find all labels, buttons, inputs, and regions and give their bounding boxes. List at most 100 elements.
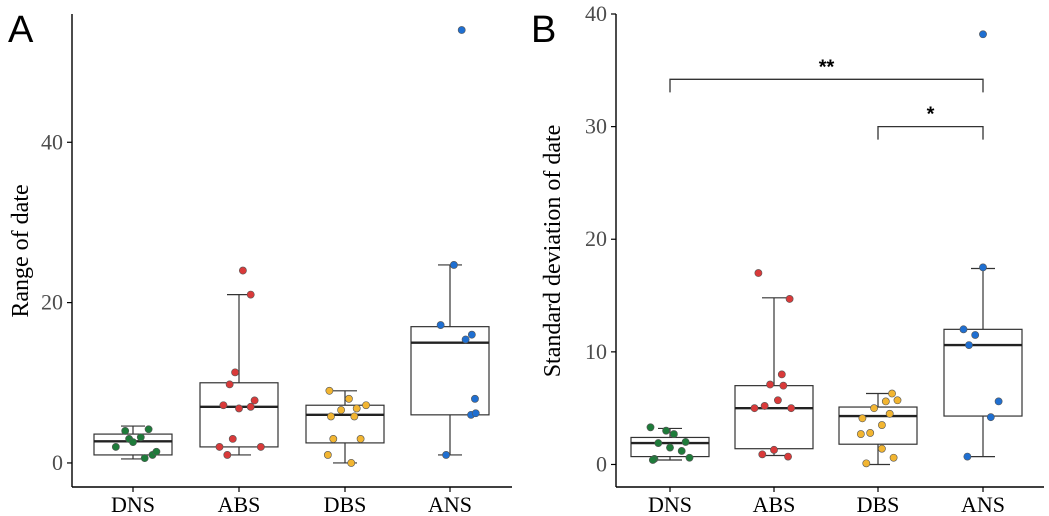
data-point-abs — [228, 434, 237, 443]
y-axis-title: Standard deviation of date — [540, 125, 566, 378]
data-point-abs — [754, 269, 763, 277]
data-point-abs — [235, 404, 243, 413]
data-point-dns — [111, 443, 120, 451]
data-point-dns — [666, 443, 674, 452]
data-point-ans — [971, 331, 980, 339]
data-point-ans — [457, 26, 466, 34]
data-point-dbs — [352, 404, 361, 413]
data-point-ans — [979, 30, 987, 39]
box-iqr — [838, 406, 918, 445]
y-tick-label: 0 — [596, 451, 607, 476]
y-axis-title: Range of date — [8, 184, 34, 317]
data-point-dns — [670, 430, 678, 438]
data-point-dbs — [347, 459, 356, 467]
data-point-dns — [140, 454, 149, 463]
data-point-ans — [965, 341, 973, 349]
data-point-dns — [121, 426, 130, 435]
box-iqr — [734, 385, 814, 450]
data-point-abs — [223, 451, 232, 459]
data-point-dbs — [866, 429, 875, 437]
data-point-abs — [256, 443, 265, 451]
data-point-dns — [144, 425, 153, 434]
data-point-abs — [758, 450, 767, 459]
data-point-abs — [219, 401, 228, 410]
data-point-abs — [246, 290, 255, 299]
data-point-dns — [685, 453, 694, 462]
y-tick-label: 30 — [585, 114, 607, 139]
data-point-dns — [681, 438, 690, 446]
data-point-ans — [471, 409, 480, 418]
data-point-abs — [215, 443, 224, 451]
data-point-dbs — [337, 406, 345, 414]
data-point-abs — [784, 452, 792, 461]
data-point-dbs — [893, 396, 902, 405]
box-dbs — [305, 390, 385, 464]
box-iqr — [943, 328, 1023, 417]
data-point-abs — [225, 380, 234, 389]
data-point-abs — [250, 396, 259, 405]
data-point-ans — [963, 452, 972, 461]
data-point-dbs — [858, 414, 867, 423]
data-point-abs — [246, 402, 255, 411]
significance-bracket — [669, 78, 984, 93]
y-tick-label: 40 — [585, 1, 607, 26]
data-point-dns — [646, 423, 655, 432]
box-ans — [410, 264, 490, 456]
data-point-dbs — [878, 421, 886, 429]
x-tick-label: ANS — [961, 492, 1005, 516]
data-point-dbs — [325, 386, 334, 395]
data-point-dns — [152, 447, 161, 456]
data-point-abs — [770, 445, 778, 454]
x-tick-label: DNS — [648, 492, 692, 516]
y-tick-label: 20 — [585, 226, 607, 251]
significance-label: ** — [819, 56, 835, 78]
x-tick-label: ABS — [218, 492, 261, 516]
data-point-dbs — [878, 444, 886, 453]
data-point-dbs — [889, 453, 898, 462]
significance-bracket — [877, 125, 984, 140]
x-tick-label: ANS — [428, 492, 472, 516]
data-point-dns — [662, 426, 670, 435]
data-point-ans — [979, 263, 987, 272]
data-point-dns — [654, 439, 663, 447]
data-point-dbs — [356, 434, 365, 443]
data-point-dbs — [350, 412, 359, 421]
data-point-abs — [774, 396, 782, 405]
x-tick-label: ABS — [753, 492, 796, 516]
data-point-abs — [785, 295, 794, 303]
data-point-abs — [750, 404, 759, 413]
box-iqr — [199, 382, 279, 448]
data-point-dbs — [888, 389, 896, 398]
panel-label: B — [531, 9, 556, 51]
data-point-ans — [436, 321, 445, 329]
y-tick-label: 10 — [585, 339, 607, 364]
data-point-abs — [238, 266, 247, 275]
data-point-dns — [648, 456, 657, 464]
data-point-ans — [461, 335, 470, 344]
x-tick-label: DBS — [324, 492, 367, 516]
data-point-ans — [449, 261, 458, 269]
data-point-dbs — [323, 451, 332, 459]
data-point-abs — [231, 368, 239, 377]
data-point-ans — [467, 330, 476, 339]
box-dbs — [838, 392, 918, 466]
significance-label: * — [927, 104, 935, 126]
x-tick-label: DNS — [111, 492, 155, 516]
box-ans — [943, 267, 1023, 458]
panel-a: A 0 20 40 Range of date DNS ABS DBS ANS — [8, 9, 512, 516]
data-point-dbs — [862, 459, 871, 468]
data-point-ans — [994, 397, 1003, 406]
data-point-dbs — [881, 397, 890, 406]
data-point-abs — [760, 402, 769, 410]
panel-b: B 0 10 20 30 40 Standard deviation of date DNS A… — [531, 1, 1044, 516]
data-point-dns — [136, 433, 145, 442]
box-iqr — [305, 404, 385, 444]
data-point-dbs — [885, 409, 894, 418]
panel-label: A — [8, 9, 34, 51]
data-point-ans — [442, 451, 450, 459]
data-point-dbs — [329, 434, 338, 443]
x-tick-label: DBS — [857, 492, 900, 516]
y-tick-label: 40 — [41, 129, 63, 154]
data-point-abs — [777, 370, 786, 379]
